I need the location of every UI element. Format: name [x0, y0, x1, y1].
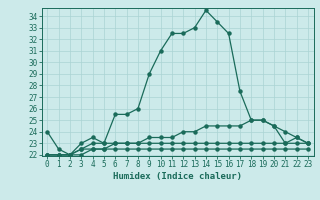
- X-axis label: Humidex (Indice chaleur): Humidex (Indice chaleur): [113, 172, 242, 181]
